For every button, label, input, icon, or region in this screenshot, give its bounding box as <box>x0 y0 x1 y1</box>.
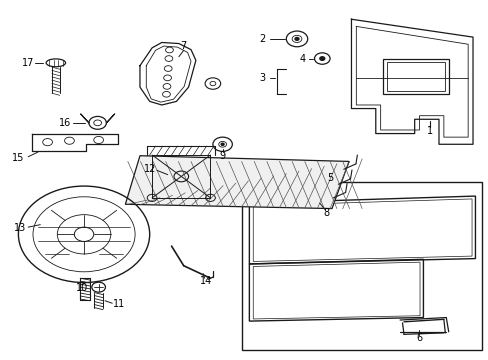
Text: 3: 3 <box>259 73 265 83</box>
Circle shape <box>221 143 224 145</box>
Text: 8: 8 <box>323 208 329 218</box>
Text: 7: 7 <box>180 41 186 51</box>
Text: 13: 13 <box>14 223 26 233</box>
Text: 15: 15 <box>12 153 24 163</box>
Bar <box>386 62 444 91</box>
Text: 4: 4 <box>299 54 305 64</box>
Text: 12: 12 <box>143 164 156 174</box>
Text: 9: 9 <box>219 151 225 161</box>
Text: 14: 14 <box>199 276 211 286</box>
Text: 16: 16 <box>59 118 71 128</box>
Circle shape <box>319 57 324 60</box>
Text: 6: 6 <box>416 333 422 343</box>
Bar <box>382 59 448 94</box>
Polygon shape <box>125 156 348 208</box>
Text: 5: 5 <box>326 173 332 183</box>
Circle shape <box>294 37 298 40</box>
Bar <box>242 182 481 350</box>
Text: 2: 2 <box>259 34 265 44</box>
Text: 1: 1 <box>427 126 432 136</box>
Text: 17: 17 <box>22 58 34 68</box>
Text: 11: 11 <box>113 299 125 309</box>
Text: 10: 10 <box>76 283 88 293</box>
